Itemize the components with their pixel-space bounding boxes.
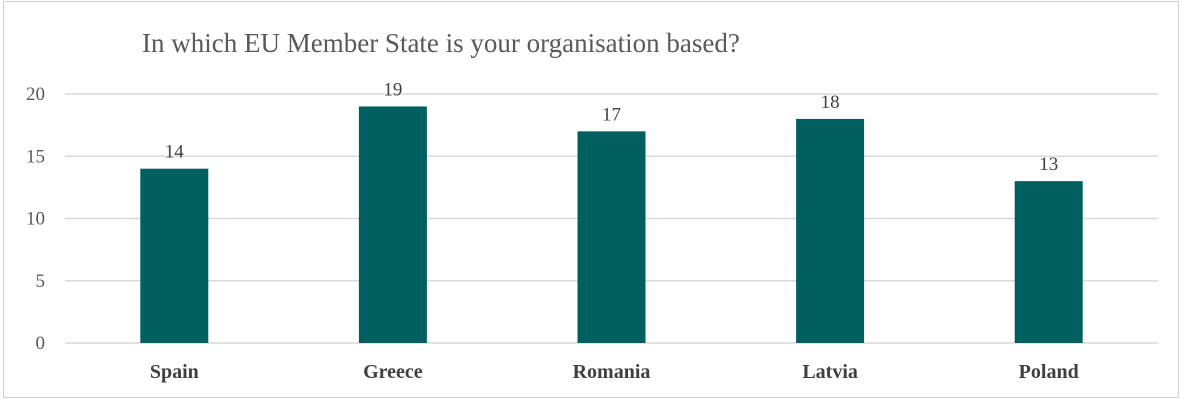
bar: [358, 106, 427, 343]
data-label: 13: [1039, 154, 1058, 175]
data-label: 14: [165, 142, 185, 163]
y-tick-label: 0: [36, 333, 46, 354]
x-category-label: Greece: [363, 361, 423, 383]
data-label: 19: [383, 79, 402, 100]
x-category-label: Spain: [150, 361, 199, 383]
x-category-label: Romania: [573, 361, 651, 383]
bar: [1014, 181, 1083, 343]
bar: [577, 131, 646, 343]
chart-title: In which EU Member State is your organis…: [142, 28, 740, 58]
y-tick-label: 5: [36, 271, 46, 292]
y-tick-label: 20: [26, 84, 45, 105]
y-tick-label: 10: [26, 209, 45, 230]
data-label: 17: [602, 104, 621, 125]
bar: [140, 168, 209, 343]
x-category-label: Poland: [1019, 361, 1079, 383]
bar: [796, 118, 865, 344]
data-label: 18: [821, 92, 840, 113]
y-tick-label: 15: [26, 146, 45, 167]
x-category-label: Latvia: [802, 361, 858, 383]
